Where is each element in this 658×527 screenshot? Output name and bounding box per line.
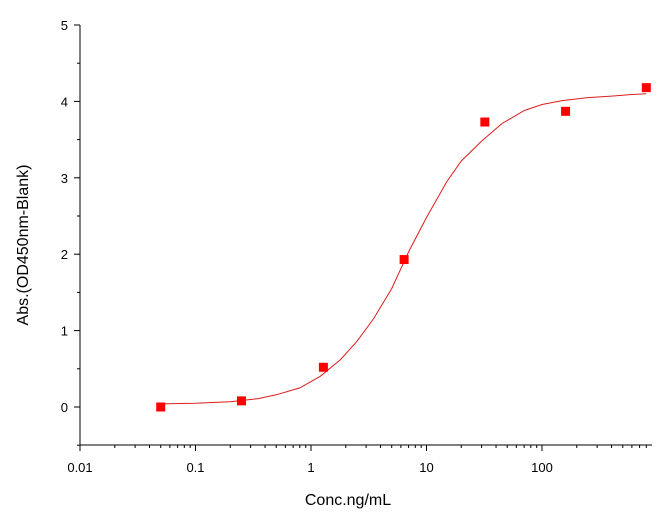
data-point — [399, 255, 409, 265]
x-tick-label: 1 — [307, 460, 314, 475]
y-tick-label: 5 — [61, 18, 68, 33]
fit-curve-line — [160, 93, 647, 405]
data-point — [156, 402, 166, 412]
y-tick-label: 4 — [61, 94, 68, 109]
data-point — [641, 83, 651, 93]
data-points-layer — [156, 83, 651, 412]
y-tick-label: 3 — [61, 171, 68, 186]
data-point — [480, 117, 490, 127]
x-tick-label: 10 — [419, 460, 433, 475]
data-point — [318, 362, 328, 372]
data-point — [561, 106, 571, 116]
y-tick-label: 1 — [61, 324, 68, 339]
y-ticks: 0 1 2 3 4 5 — [61, 18, 80, 446]
x-tick-label: 0.1 — [186, 460, 204, 475]
x-axis-title: Conc.ng/mL — [305, 492, 391, 509]
fit-curve-layer — [160, 93, 647, 405]
plot-axes — [79, 25, 652, 446]
x-tick-label: 0.01 — [67, 460, 92, 475]
x-ticks: 0.01 0.1 1 10 100 — [67, 445, 647, 475]
y-tick-label: 0 — [61, 400, 68, 415]
y-tick-label: 2 — [61, 247, 68, 262]
y-axis-title: Abs.(OD450nm-Blank) — [15, 165, 32, 326]
x-tick-label: 100 — [531, 460, 553, 475]
data-point — [236, 396, 246, 406]
